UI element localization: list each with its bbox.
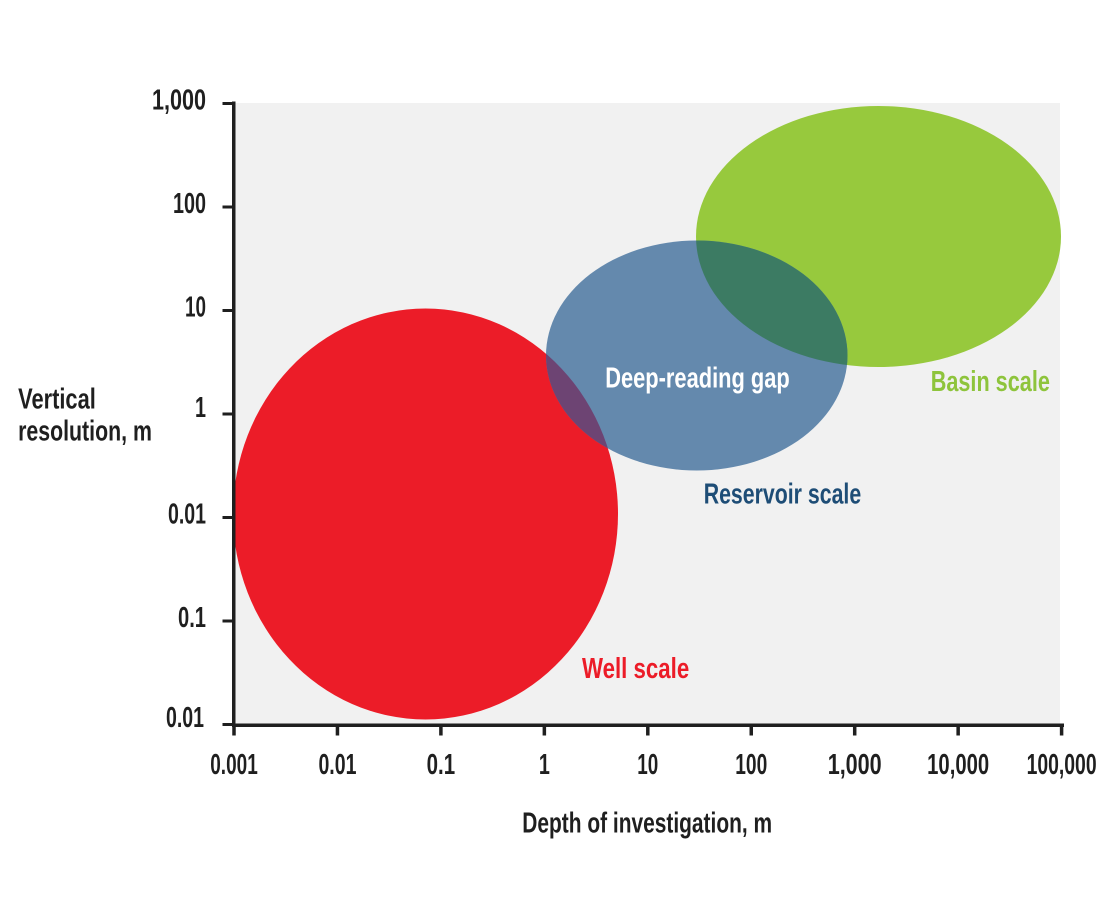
- svg-text:100: 100: [173, 188, 206, 220]
- svg-text:Vertical: Vertical: [18, 383, 96, 415]
- svg-text:0.001: 0.001: [210, 749, 258, 781]
- svg-text:10,000: 10,000: [927, 749, 989, 781]
- svg-text:0.01: 0.01: [168, 499, 206, 531]
- svg-text:Depth of investigation, m: Depth of investigation, m: [522, 807, 772, 839]
- svg-text:Deep-reading gap: Deep-reading gap: [605, 363, 790, 395]
- svg-text:10: 10: [637, 749, 658, 781]
- svg-text:10: 10: [185, 292, 206, 324]
- svg-text:Basin scale: Basin scale: [931, 366, 1050, 398]
- svg-text:1,000: 1,000: [152, 85, 206, 117]
- svg-text:1: 1: [195, 392, 206, 424]
- svg-text:resolution, m: resolution, m: [18, 416, 152, 448]
- svg-text:1: 1: [539, 749, 550, 781]
- svg-text:0.1: 0.1: [178, 602, 206, 634]
- svg-text:0.01: 0.01: [318, 749, 356, 781]
- svg-text:0.1: 0.1: [427, 749, 456, 781]
- svg-text:Well scale: Well scale: [582, 653, 689, 685]
- svg-text:100,000: 100,000: [1027, 749, 1097, 781]
- svg-text:1,000: 1,000: [828, 749, 882, 781]
- svg-text:100: 100: [735, 749, 767, 781]
- svg-text:0.01: 0.01: [166, 702, 204, 734]
- svg-text:Reservoir scale: Reservoir scale: [704, 478, 862, 510]
